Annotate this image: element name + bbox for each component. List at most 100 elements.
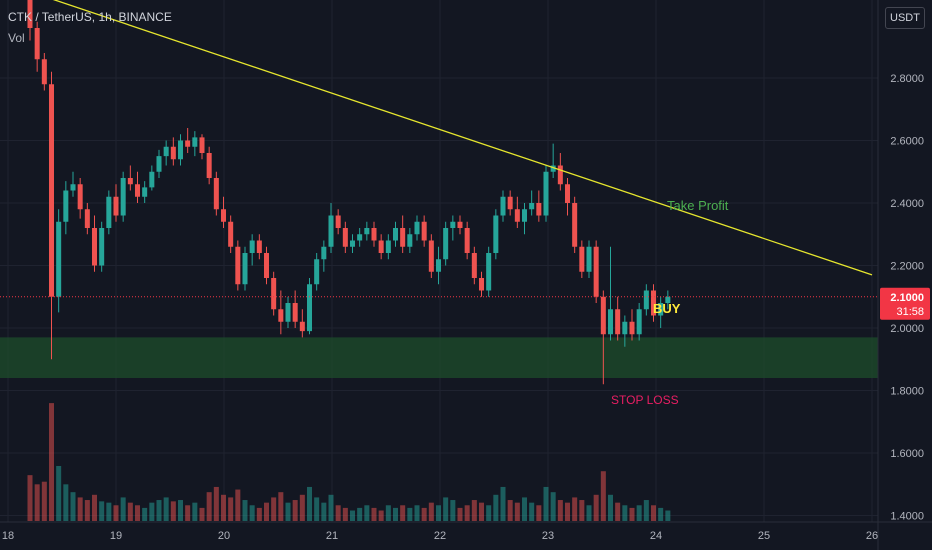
candle-body[interactable] (478, 278, 485, 291)
volume-bar (400, 505, 406, 521)
candle-body[interactable] (70, 184, 76, 191)
candle-body[interactable] (306, 284, 313, 332)
candle-body[interactable] (299, 321, 305, 332)
candle-body[interactable] (263, 253, 270, 278)
candle-body[interactable] (134, 184, 141, 197)
candle-body[interactable] (593, 246, 599, 297)
candle-body[interactable] (529, 203, 535, 210)
candle-body[interactable] (471, 253, 477, 278)
volume-bar (514, 502, 520, 521)
candle-body[interactable] (371, 228, 377, 241)
candle-body[interactable] (392, 228, 399, 241)
candle-body[interactable] (256, 240, 262, 254)
candle-body[interactable] (63, 190, 69, 222)
candle-body[interactable] (185, 140, 191, 147)
candle-body[interactable] (99, 228, 105, 266)
candle-body[interactable] (127, 178, 133, 185)
candle-body[interactable] (521, 209, 528, 222)
candle-body[interactable] (91, 228, 98, 266)
candle-body[interactable] (170, 146, 176, 160)
candle-body[interactable] (328, 215, 334, 247)
candle-body[interactable] (220, 209, 227, 222)
candle-body[interactable] (41, 59, 47, 85)
candle-body[interactable] (650, 290, 657, 316)
candle-body[interactable] (113, 196, 119, 216)
volume-indicator-label[interactable]: Vol (8, 31, 25, 45)
candle-body[interactable] (421, 221, 427, 241)
symbol-title[interactable]: CTK / TetherUS, 1h, BINANCE (8, 10, 172, 24)
candle-body[interactable] (278, 309, 284, 322)
trendline[interactable] (8, 0, 873, 276)
currency-button[interactable]: USDT (885, 7, 925, 29)
candle-body[interactable] (500, 196, 506, 216)
candle-body[interactable] (385, 240, 391, 254)
candle-body[interactable] (156, 156, 162, 172)
candle-body[interactable] (199, 137, 205, 153)
candle-body[interactable] (457, 221, 463, 228)
candle-body[interactable] (364, 228, 370, 235)
candle-body[interactable] (342, 228, 348, 247)
candle-body[interactable] (249, 240, 255, 254)
candle-body[interactable] (271, 278, 277, 310)
candle-body[interactable] (235, 246, 241, 285)
candle-body[interactable] (213, 178, 219, 210)
candle-body[interactable] (242, 253, 248, 285)
candle-body[interactable] (600, 296, 606, 335)
candle-body[interactable] (665, 296, 671, 303)
candle-body[interactable] (507, 196, 513, 210)
volume-bar (658, 507, 664, 521)
candle-body[interactable] (192, 137, 198, 147)
volume-bar (450, 500, 456, 521)
candle-body[interactable] (206, 153, 212, 178)
candle-body[interactable] (636, 309, 642, 335)
candle-body[interactable] (607, 309, 614, 335)
candle-body[interactable] (564, 184, 571, 203)
candle-body[interactable] (335, 215, 341, 229)
candle-body[interactable] (629, 321, 635, 335)
candle-body[interactable] (557, 165, 563, 185)
candle-body[interactable] (572, 203, 578, 247)
candle-body[interactable] (428, 240, 434, 272)
candle-body[interactable] (407, 234, 413, 247)
candle-body[interactable] (493, 215, 499, 254)
volume-bar (457, 507, 463, 521)
candle-body[interactable] (84, 209, 90, 228)
candle-body[interactable] (414, 221, 420, 235)
candle-body[interactable] (34, 28, 40, 60)
candle-body[interactable] (435, 259, 442, 272)
candle-body[interactable] (586, 246, 592, 272)
candle-body[interactable] (77, 184, 83, 210)
candle-body[interactable] (349, 240, 356, 247)
candle-body[interactable] (142, 187, 148, 197)
candle-body[interactable] (177, 140, 184, 160)
candle-body[interactable] (464, 228, 470, 253)
candle-body[interactable] (643, 290, 649, 310)
candle-body[interactable] (378, 240, 384, 254)
candle-body[interactable] (536, 203, 542, 216)
candle-body[interactable] (48, 84, 55, 297)
candle-body[interactable] (357, 234, 363, 241)
candle-body[interactable] (514, 209, 520, 222)
candle-body[interactable] (450, 221, 456, 228)
candle-body[interactable] (106, 196, 112, 228)
candle-body[interactable] (543, 171, 549, 216)
candle-body[interactable] (292, 303, 298, 322)
candle-body[interactable] (120, 178, 126, 216)
candle-body[interactable] (579, 246, 585, 272)
candle-body[interactable] (321, 246, 327, 260)
candle-body[interactable] (615, 309, 621, 335)
candle-body[interactable] (285, 303, 291, 322)
candle-body[interactable] (228, 221, 234, 247)
candle-body[interactable] (27, 0, 33, 28)
candle-body[interactable] (56, 221, 62, 297)
candle-body[interactable] (622, 321, 628, 335)
candle-body[interactable] (486, 253, 492, 291)
candle-body[interactable] (443, 228, 449, 260)
candle-body[interactable] (314, 259, 320, 285)
candle-body[interactable] (149, 171, 155, 188)
candle-body[interactable] (658, 303, 664, 316)
candle-body[interactable] (163, 146, 169, 157)
candle-body[interactable] (400, 228, 406, 247)
candle-body[interactable] (550, 165, 556, 172)
